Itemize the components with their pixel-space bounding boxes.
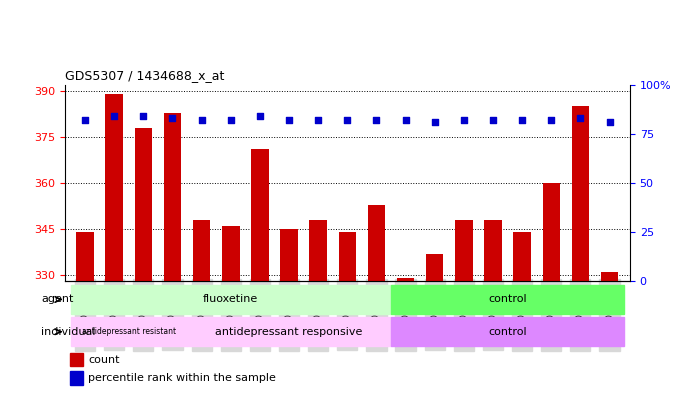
Bar [251,149,268,281]
Bar [391,285,624,314]
Point [488,117,498,123]
Bar [163,112,181,281]
Point [138,113,149,119]
Bar [281,229,298,281]
Text: control: control [488,327,527,337]
Bar [193,220,210,281]
Bar [76,232,94,281]
Text: count: count [89,355,120,365]
Text: individual: individual [42,327,96,337]
Text: control: control [488,294,527,305]
Point [517,117,528,123]
Text: antidepressant responsive: antidepressant responsive [215,327,363,337]
Bar [543,183,560,281]
Bar [601,272,618,281]
Point [313,117,323,123]
Bar [426,254,443,281]
Point [545,117,556,123]
Bar [513,232,531,281]
Bar [309,220,327,281]
Text: agent: agent [42,294,74,305]
Text: GDS5307 / 1434688_x_at: GDS5307 / 1434688_x_at [65,69,224,82]
Point [342,117,353,123]
Point [225,117,236,123]
Bar [571,107,589,281]
Bar [397,278,414,281]
Point [458,117,469,123]
Text: fluoxetine: fluoxetine [203,294,258,305]
Point [283,117,294,123]
Point [80,117,91,123]
Text: percentile rank within the sample: percentile rank within the sample [89,373,276,383]
Bar [71,317,187,346]
Bar [187,317,391,346]
Point [429,119,440,125]
Point [400,117,411,123]
Point [575,115,586,121]
Bar [70,371,83,385]
Point [109,113,120,119]
Bar [71,285,391,314]
Point [255,113,266,119]
Bar [455,220,473,281]
Point [196,117,207,123]
Bar [368,205,385,281]
Bar [135,128,152,281]
Point [167,115,178,121]
Bar [106,94,123,281]
Point [604,119,615,125]
Bar [391,317,624,346]
Bar [484,220,502,281]
Text: antidepressant resistant: antidepressant resistant [82,327,176,336]
Bar [222,226,240,281]
Bar [70,353,83,366]
Bar [338,232,356,281]
Point [371,117,382,123]
